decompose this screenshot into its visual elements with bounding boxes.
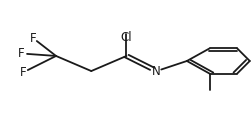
Text: F: F [17,47,24,60]
Text: N: N [152,65,161,78]
Text: F: F [20,66,26,79]
Text: Cl: Cl [120,31,132,44]
Text: F: F [30,32,37,45]
